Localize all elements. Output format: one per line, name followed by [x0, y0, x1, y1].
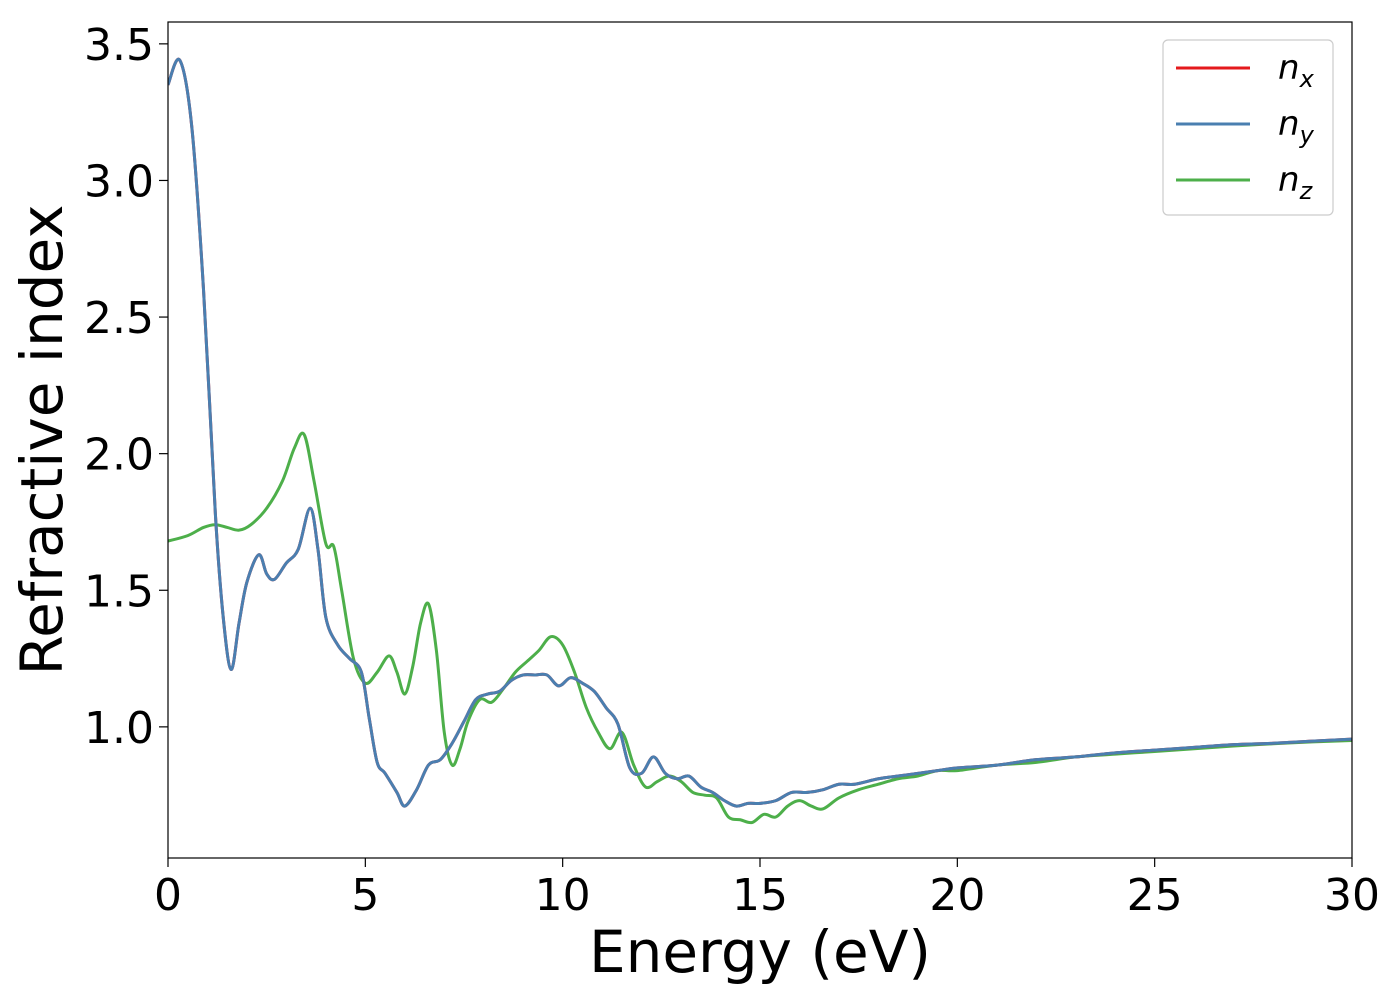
x-tick-label: 0 [154, 870, 182, 921]
series-line-z [168, 431, 1352, 825]
y-axis-ticks: 1.0 1.5 2.0 2.5 3.0 3.5 [84, 20, 168, 754]
series-layer [168, 57, 1352, 825]
y-tick-label: 3.0 [84, 156, 154, 207]
legend: nx ny nz [1162, 39, 1334, 216]
x-axis-ticks: 0 5 10 15 20 25 30 [154, 858, 1380, 921]
y-tick-label: 2.0 [84, 430, 154, 481]
legend-label-z: nz [1278, 160, 1314, 205]
legend-box [1162, 39, 1334, 216]
y-tick-label: 1.5 [84, 566, 154, 617]
legend-label-x: nx [1278, 48, 1315, 93]
x-tick-label: 25 [1127, 870, 1183, 921]
x-tick-label: 10 [535, 870, 591, 921]
x-tick-label: 20 [929, 870, 985, 921]
y-tick-label: 3.5 [84, 20, 154, 71]
y-axis-label: Refractive index [8, 204, 76, 675]
x-tick-label: 5 [351, 870, 379, 921]
x-tick-label: 30 [1324, 870, 1380, 921]
series-line-y [168, 57, 1352, 808]
legend-label-y: ny [1278, 104, 1315, 149]
x-axis-label: Energy (eV) [589, 918, 931, 986]
y-tick-label: 2.5 [84, 293, 154, 344]
x-tick-label: 15 [732, 870, 788, 921]
y-tick-label: 1.0 [84, 703, 154, 754]
